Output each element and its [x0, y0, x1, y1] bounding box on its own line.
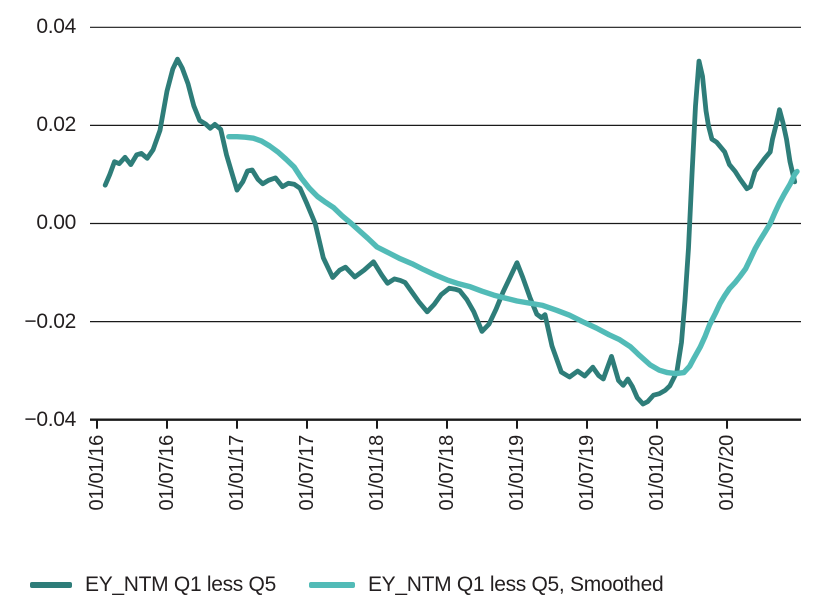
x-axis-label: 01/07/17	[296, 435, 318, 511]
y-axis-label: −0.04	[24, 408, 76, 431]
legend-swatch-smoothed	[308, 582, 355, 588]
y-axis-label: 0.00	[36, 211, 76, 234]
legend-label-smoothed: EY_NTM Q1 less Q5, Smoothed	[367, 573, 664, 596]
y-axis-label: 0.02	[36, 113, 76, 136]
legend-swatch-raw	[30, 582, 72, 588]
x-axis-label: 01/01/18	[366, 435, 388, 511]
series-line-raw	[102, 56, 798, 407]
x-axis-label: 01/01/19	[506, 435, 528, 511]
y-axis-label: 0.04	[36, 15, 76, 38]
x-axis-label: 01/07/18	[436, 435, 458, 511]
legend: EY_NTM Q1 less Q5 EY_NTM Q1 less Q5, Smo…	[0, 573, 829, 597]
series-line-smoothed	[226, 133, 800, 377]
legend-item-raw: EY_NTM Q1 less Q5	[30, 573, 276, 597]
y-axis-label: −0.02	[24, 310, 76, 333]
x-axis-label: 01/01/20	[646, 435, 668, 511]
x-axis-label: 01/07/20	[716, 435, 738, 511]
legend-item-smoothed: EY_NTM Q1 less Q5, Smoothed	[308, 573, 664, 597]
legend-label-raw: EY_NTM Q1 less Q5	[85, 573, 276, 596]
x-axis-label: 01/01/16	[86, 435, 108, 511]
x-axis-label: 01/07/16	[156, 435, 178, 511]
x-axis-label: 01/07/19	[576, 435, 598, 511]
x-axis-label: 01/01/17	[226, 435, 248, 511]
